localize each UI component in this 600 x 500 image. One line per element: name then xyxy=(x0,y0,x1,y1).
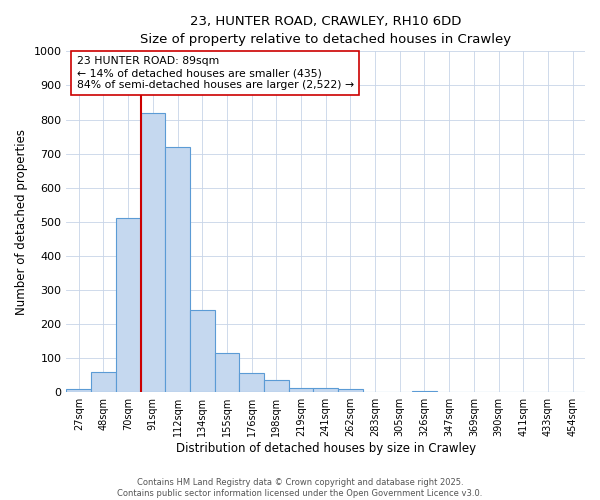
Bar xyxy=(116,218,140,392)
Bar xyxy=(239,374,264,392)
Text: 23 HUNTER ROAD: 89sqm
← 14% of detached houses are smaller (435)
84% of semi-det: 23 HUNTER ROAD: 89sqm ← 14% of detached … xyxy=(77,56,354,90)
Bar xyxy=(264,380,289,392)
Bar xyxy=(338,389,363,392)
Title: 23, HUNTER ROAD, CRAWLEY, RH10 6DD
Size of property relative to detached houses : 23, HUNTER ROAD, CRAWLEY, RH10 6DD Size … xyxy=(140,15,511,46)
Text: Contains HM Land Registry data © Crown copyright and database right 2025.
Contai: Contains HM Land Registry data © Crown c… xyxy=(118,478,482,498)
Bar xyxy=(140,112,165,392)
Bar xyxy=(215,353,239,392)
X-axis label: Distribution of detached houses by size in Crawley: Distribution of detached houses by size … xyxy=(176,442,476,455)
Bar xyxy=(412,390,437,392)
Bar xyxy=(91,372,116,392)
Bar xyxy=(165,147,190,392)
Bar xyxy=(67,390,91,392)
Bar xyxy=(190,310,215,392)
Bar xyxy=(313,388,338,392)
Y-axis label: Number of detached properties: Number of detached properties xyxy=(15,129,28,315)
Bar xyxy=(289,388,313,392)
